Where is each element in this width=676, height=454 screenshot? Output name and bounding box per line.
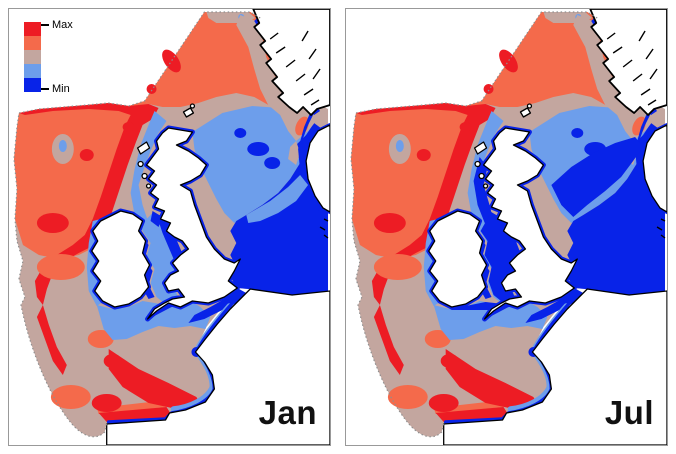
legend-swatch-low [24, 64, 41, 78]
legend-max-label: Max [52, 19, 73, 31]
legend-min-label: Min [52, 83, 70, 95]
legend-tick-min [41, 88, 49, 90]
legend-color-bar [24, 22, 41, 92]
color-legend: Max Min [24, 19, 73, 95]
jan-map-svg [9, 9, 330, 445]
legend-swatch-high [24, 36, 41, 50]
jul-map-svg [346, 9, 667, 445]
month-label-jul: Jul [604, 394, 654, 431]
panel-january: Max Min Jan [8, 8, 331, 446]
month-label-jan: Jan [258, 394, 317, 431]
legend-swatch-mid [24, 50, 41, 64]
legend-swatch-max [24, 22, 41, 36]
legend-tick-max [41, 24, 49, 26]
panel-july: Jul [345, 8, 668, 446]
legend-swatch-min [24, 78, 41, 92]
